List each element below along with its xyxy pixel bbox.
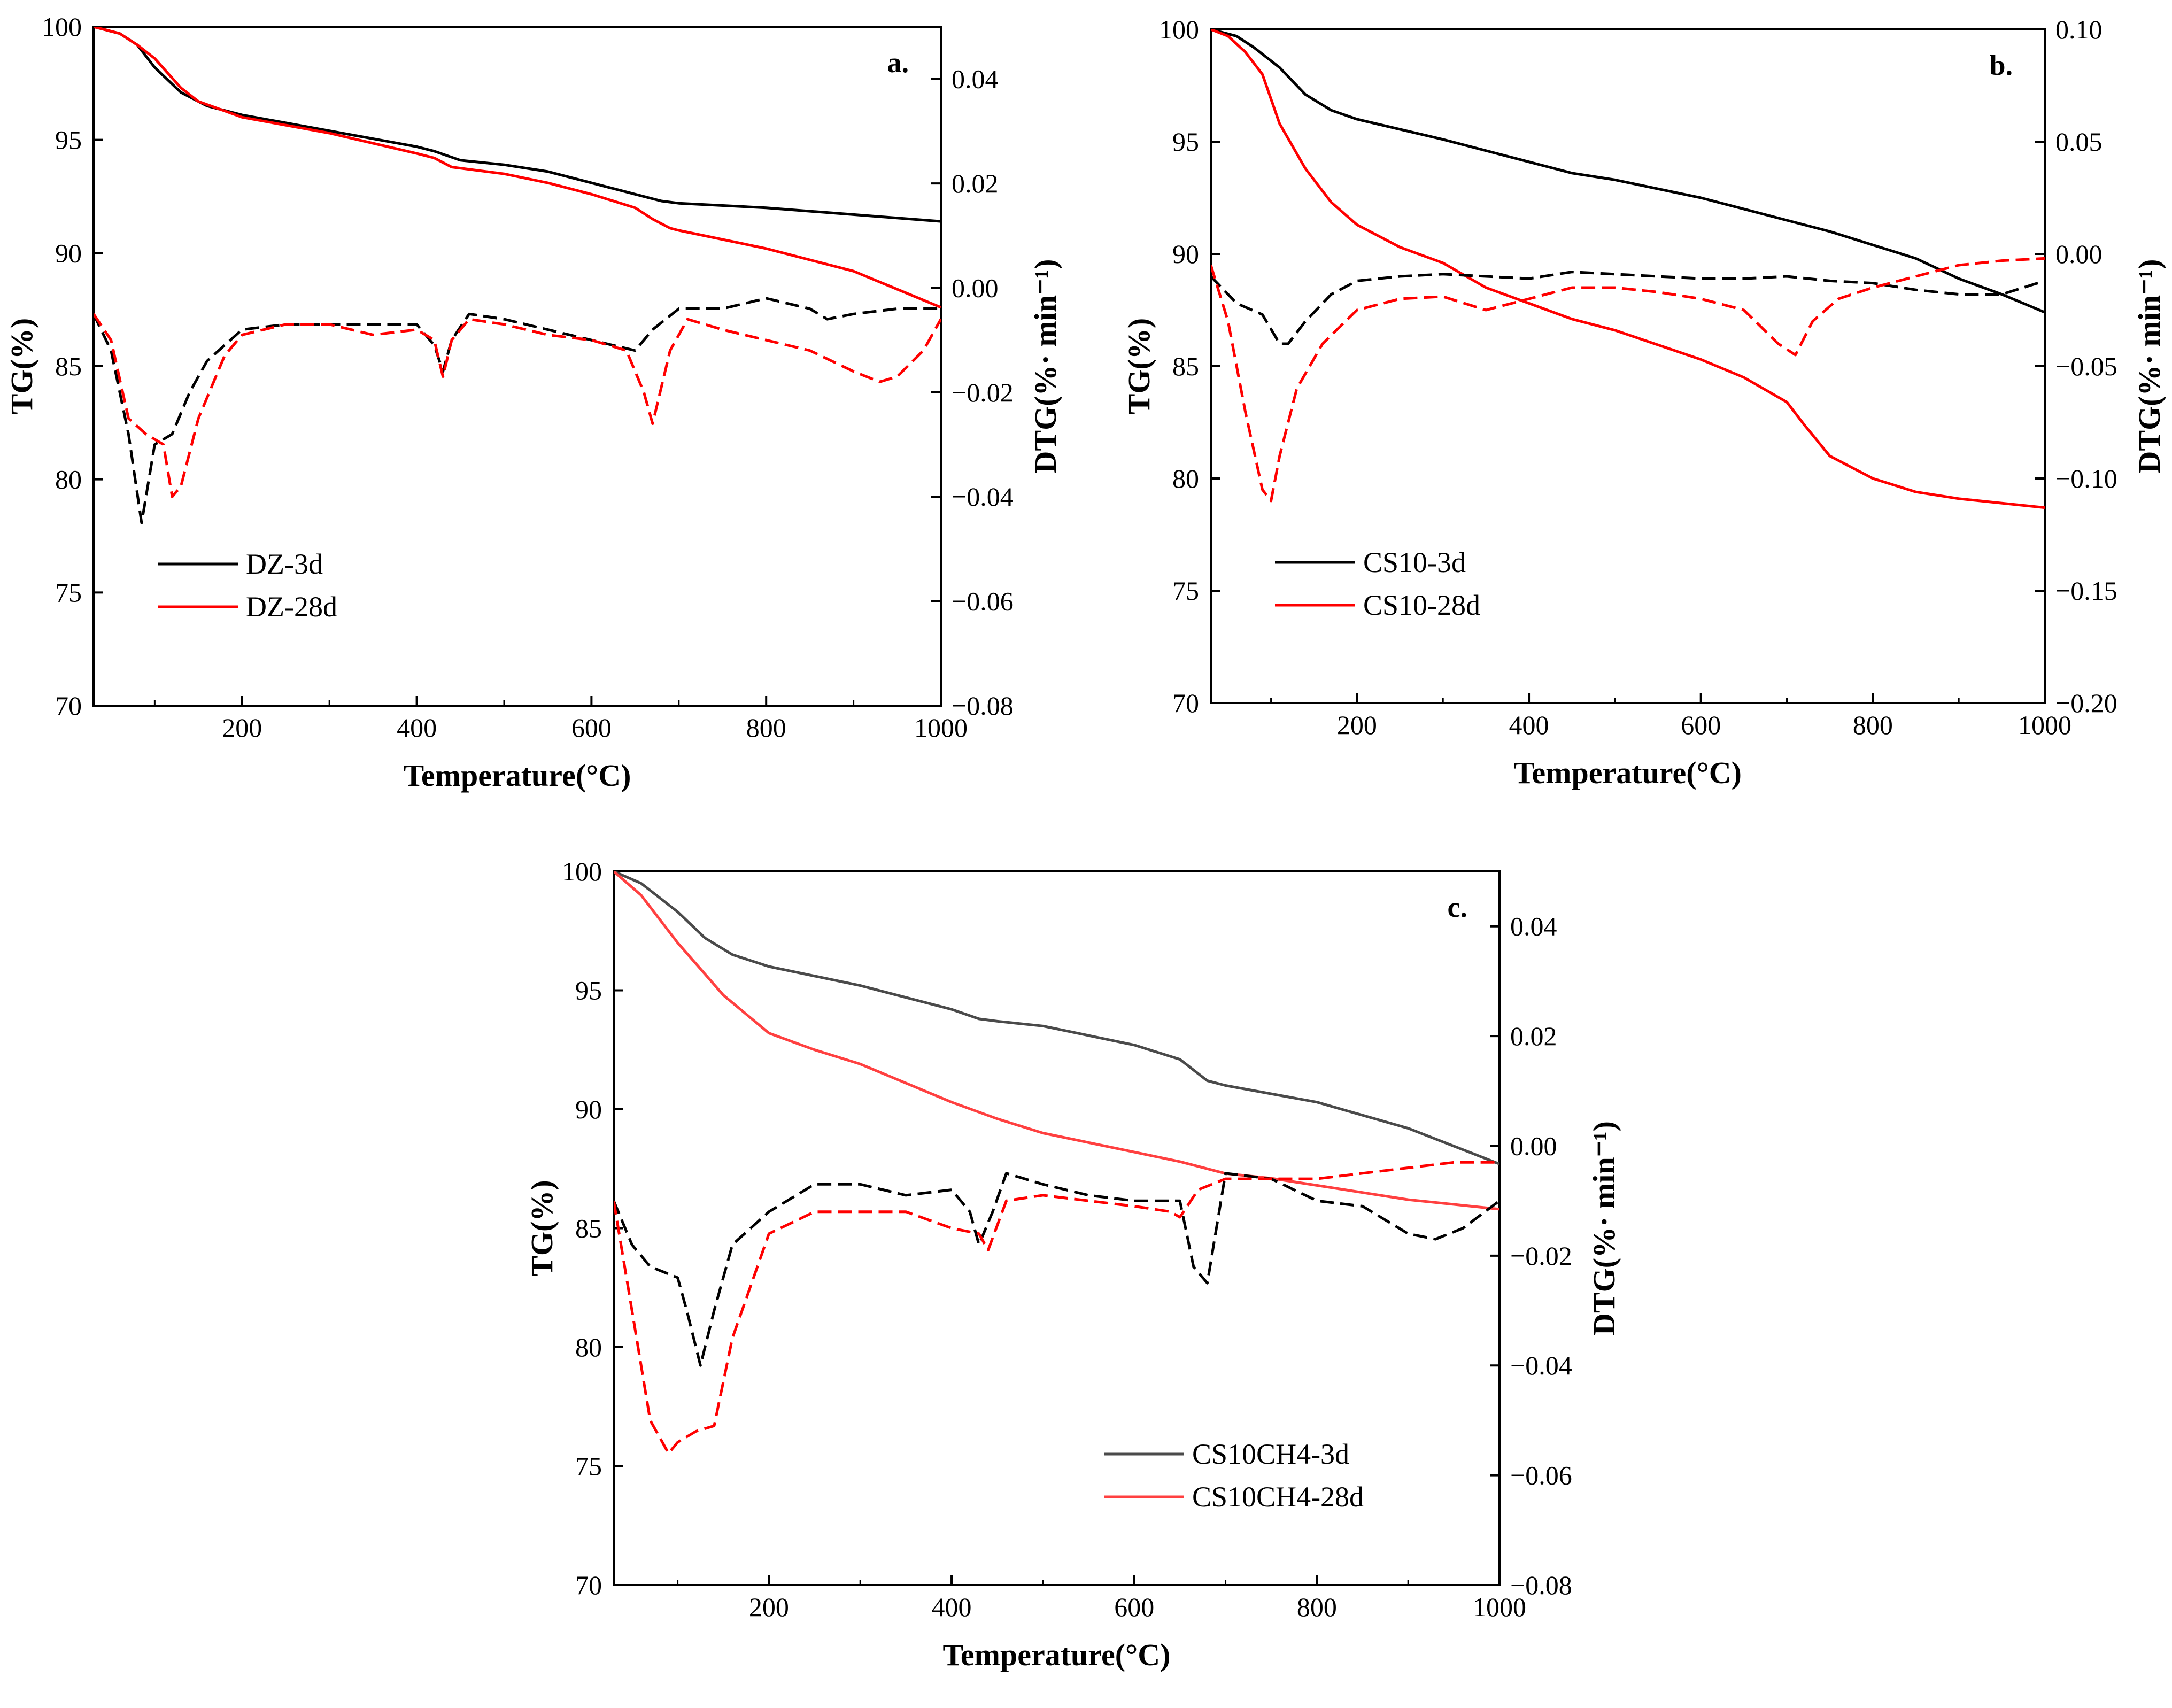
series-line-dz-3d: [94, 27, 941, 223]
y2-tick-label: 0.02: [1510, 1021, 1557, 1051]
y2-tick-label: −0.15: [2055, 576, 2117, 606]
x-tick-label: 1000: [914, 713, 968, 743]
y-tick-label: 70: [1172, 688, 1199, 718]
y2-tick-label: −0.08: [1510, 1570, 1572, 1600]
y-tick-label: 90: [575, 1094, 602, 1124]
series-line-cs10ch4-28d: [614, 871, 1499, 1211]
y-tick-label: 75: [575, 1451, 602, 1481]
x-tick-label: 400: [1509, 710, 1549, 740]
y2-axis-title: DTG(%· min⁻¹): [2132, 259, 2167, 474]
y2-tick-label: 0.04: [1510, 911, 1557, 941]
series-line-cs10ch4-3d: [614, 871, 1499, 1165]
y2-tick-label: 0.00: [2055, 239, 2103, 269]
series-line-dz-28d: [94, 27, 941, 309]
y2-tick-label: −0.08: [952, 691, 1014, 721]
y-tick-label: 100: [562, 856, 602, 886]
x-tick-label: 800: [746, 713, 786, 743]
y-tick-label: 70: [55, 691, 82, 721]
x-axis-title: Temperature(°C): [404, 758, 631, 793]
x-tick-label: 1000: [2018, 710, 2071, 740]
x-tick-label: 1000: [1473, 1592, 1526, 1622]
y2-tick-label: −0.10: [2055, 463, 2117, 493]
y-tick-label: 90: [1172, 239, 1199, 269]
y2-tick-label: 0.10: [2055, 14, 2103, 44]
x-axis-title: Temperature(°C): [1514, 755, 1742, 790]
x-tick-label: 600: [1114, 1592, 1154, 1622]
y-tick-label: 85: [1172, 351, 1199, 381]
series-line-cs10-28d: [1211, 29, 2045, 509]
legend-label: DZ-28d: [246, 591, 337, 623]
y-tick-label: 80: [55, 465, 82, 494]
series-line-cs10-3d-dtg: [1211, 271, 2045, 345]
x-tick-label: 800: [1853, 710, 1893, 740]
y-tick-label: 100: [1159, 14, 1199, 44]
y-tick-label: 90: [55, 238, 82, 268]
x-tick-label: 400: [932, 1592, 972, 1622]
y2-axis-title: DTG(%· min⁻¹): [1587, 1121, 1621, 1335]
x-tick-label: 200: [1337, 710, 1377, 740]
panel-label: a.: [887, 47, 909, 79]
y2-tick-label: −0.02: [1510, 1241, 1572, 1271]
x-tick-label: 400: [397, 713, 437, 743]
x-tick-label: 200: [222, 713, 262, 743]
series-line-cs10-3d: [1211, 29, 2045, 314]
legend-label: CS10CH4-28d: [1192, 1481, 1364, 1513]
x-axis-title: Temperature(°C): [943, 1637, 1171, 1672]
y2-tick-label: −0.05: [2055, 351, 2117, 381]
series-line-cs10ch4-28d-dtg: [614, 1161, 1499, 1455]
plot-frame: [613, 870, 1501, 1586]
y-tick-label: 85: [55, 351, 82, 381]
legend-label: CS10-28d: [1363, 589, 1480, 621]
panel-b: 200 400 600 800 1000 70 75 80 85 90 95 100 −0.20 −0.1…: [1122, 14, 2167, 790]
x-tick-label: 600: [571, 713, 612, 743]
y2-axis-title: DTG(%· min⁻¹): [1028, 259, 1063, 474]
y-tick-label: 80: [575, 1332, 602, 1362]
legend-label: DZ-3d: [246, 548, 323, 580]
y2-tick-label: −0.20: [2055, 688, 2117, 718]
y-tick-label: 85: [575, 1214, 602, 1243]
y2-tick-label: 0.05: [2055, 127, 2103, 157]
y-tick-label: 95: [55, 125, 82, 155]
y2-tick-label: −0.04: [1510, 1350, 1572, 1380]
y-tick-label: 75: [1172, 576, 1199, 606]
y2-tick-label: −0.06: [952, 586, 1014, 616]
panel-label: c.: [1448, 891, 1467, 923]
series-line-dz-28d-dtg: [94, 313, 941, 498]
y2-tick-label: 0.00: [952, 273, 999, 303]
panel-label: b.: [1989, 49, 2013, 81]
y2-tick-label: −0.04: [952, 482, 1014, 512]
y2-tick-label: 0.00: [1510, 1131, 1557, 1161]
series-line-cs10ch4-3d-dtg: [614, 1172, 1499, 1367]
x-tick-label: 800: [1297, 1592, 1337, 1622]
y-tick-label: 95: [1172, 127, 1199, 157]
y-tick-label: 70: [575, 1570, 602, 1600]
plot-frame: [1210, 28, 2046, 704]
y2-tick-label: 0.02: [952, 168, 999, 198]
series-line-cs10-28d-dtg: [1211, 257, 2045, 503]
legend-label: CS10CH4-3d: [1192, 1438, 1349, 1470]
series-line-dz-3d-dtg: [94, 297, 941, 524]
y-axis-title: TG(%): [524, 1180, 559, 1276]
y-tick-label: 75: [55, 577, 82, 607]
y-tick-label: 100: [42, 12, 82, 42]
y-axis-title: TG(%): [1122, 318, 1156, 414]
legend-label: CS10-3d: [1363, 546, 1466, 578]
y-axis-title: TG(%): [4, 318, 39, 414]
y2-tick-label: −0.06: [1510, 1460, 1572, 1490]
panel-a: 200 400 600 800 1000 70 75 80 85 90 95 100 −0.08 −0.0…: [4, 12, 1063, 793]
y2-tick-label: −0.02: [952, 377, 1014, 407]
y-tick-label: 80: [1172, 463, 1199, 493]
x-tick-label: 600: [1681, 710, 1721, 740]
y-tick-label: 95: [575, 976, 602, 1006]
y2-tick-label: 0.04: [952, 64, 999, 94]
x-tick-label: 200: [749, 1592, 789, 1622]
panel-c: 200 400 600 800 1000 70 75 80 85 90 95 100 −0.08 −0.0…: [524, 856, 1621, 1672]
